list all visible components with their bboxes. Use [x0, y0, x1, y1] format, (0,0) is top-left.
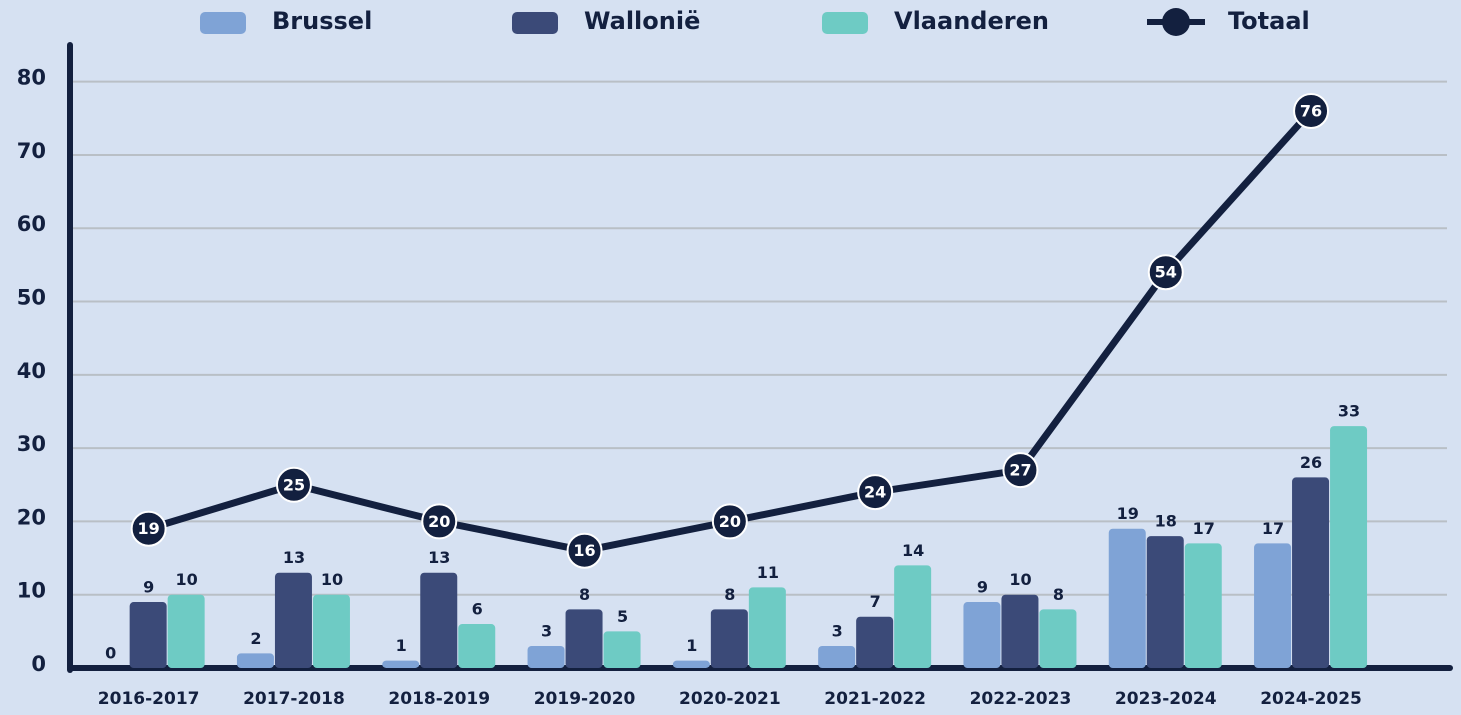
- line-value-label: 20: [719, 512, 741, 531]
- bar-value-label: 9: [977, 578, 988, 597]
- line-marker: [1147, 254, 1184, 291]
- x-tick-label: 2023-2024: [1115, 689, 1217, 709]
- bar: [312, 594, 350, 668]
- bar: [1039, 609, 1077, 668]
- bar-value-label: 5: [617, 607, 628, 626]
- legend-marker: [1162, 8, 1190, 36]
- bar-value-label: 10: [176, 570, 198, 589]
- bar: [382, 660, 420, 668]
- bar-value-label: 18: [1155, 512, 1177, 531]
- line-marker: [566, 532, 603, 569]
- bar: [672, 660, 710, 668]
- bar-value-label: 17: [1193, 519, 1215, 538]
- x-tick-label: 2018-2019: [388, 689, 490, 709]
- bar: [894, 565, 932, 668]
- bar: [1146, 536, 1184, 668]
- bar: [710, 609, 748, 668]
- legend-swatch: [512, 12, 558, 34]
- bar: [818, 646, 856, 668]
- line-value-label: 20: [428, 512, 450, 531]
- y-tick-label: 80: [17, 66, 46, 90]
- bar: [1108, 528, 1146, 668]
- legend-swatch: [822, 12, 868, 34]
- x-tick-label: 2022-2023: [970, 689, 1072, 709]
- bar-value-label: 0: [105, 644, 116, 663]
- bar: [167, 594, 205, 668]
- bar: [527, 646, 565, 668]
- y-tick-label: 50: [17, 286, 46, 310]
- bar-value-label: 8: [724, 585, 735, 604]
- bar-value-label: 3: [541, 622, 552, 641]
- bar-value-label: 10: [1009, 570, 1031, 589]
- bar-value-label: 8: [579, 585, 590, 604]
- line-marker: [1002, 452, 1039, 489]
- bar-value-label: 26: [1300, 453, 1322, 472]
- y-tick-label: 70: [17, 139, 46, 163]
- bar: [420, 572, 458, 668]
- legend-swatch: [200, 12, 246, 34]
- bar: [236, 653, 274, 668]
- bar-value-label: 10: [321, 570, 343, 589]
- bar-value-label: 1: [686, 636, 697, 655]
- bar: [856, 616, 894, 668]
- line-marker: [711, 503, 748, 540]
- x-tick-label: 2020-2021: [679, 689, 781, 709]
- x-tick-label: 2024-2025: [1260, 689, 1362, 709]
- bar: [603, 631, 641, 668]
- bar: [1254, 543, 1292, 668]
- bar: [274, 572, 312, 668]
- line-value-label: 25: [283, 475, 305, 494]
- line-value-label: 54: [1155, 263, 1177, 282]
- line-value-label: 27: [1009, 461, 1031, 480]
- line: [147, 108, 1314, 555]
- line-value-label: 16: [573, 541, 595, 560]
- bar-value-label: 13: [283, 548, 305, 567]
- bar-value-label: 17: [1262, 519, 1284, 538]
- bar-value-label: 11: [757, 563, 779, 582]
- bar: [748, 587, 786, 668]
- legend-label: Brussel: [272, 7, 372, 35]
- line-value-label: 24: [864, 483, 886, 502]
- bar-value-label: 1: [396, 636, 407, 655]
- legend-label: Vlaanderen: [894, 7, 1049, 35]
- y-tick-label: 60: [17, 212, 46, 236]
- bar: [963, 602, 1001, 668]
- y-tick-label: 0: [31, 652, 46, 676]
- bar-value-label: 2: [250, 629, 261, 648]
- y-tick-label: 30: [17, 432, 46, 456]
- line-marker: [1293, 92, 1330, 129]
- x-tick-label: 2017-2018: [243, 689, 345, 709]
- line-value-label: 19: [138, 519, 160, 538]
- line-value-label: 76: [1300, 101, 1322, 120]
- bar: [129, 602, 167, 668]
- legend-label: Totaal: [1228, 7, 1310, 35]
- line-marker: [421, 503, 458, 540]
- line-marker: [857, 474, 894, 511]
- bar: [1001, 594, 1039, 668]
- bar-value-label: 14: [902, 541, 924, 560]
- bar: [458, 624, 496, 668]
- bar-value-label: 3: [832, 622, 843, 641]
- bar-value-label: 6: [472, 600, 483, 619]
- bar-value-label: 8: [1053, 585, 1064, 604]
- x-tick-label: 2019-2020: [534, 689, 636, 709]
- y-tick-label: 40: [17, 359, 46, 383]
- bar: [1184, 543, 1222, 668]
- line-marker: [275, 466, 312, 503]
- bar-value-label: 33: [1338, 402, 1360, 421]
- legend-label: Wallonië: [584, 7, 700, 35]
- y-tick-label: 10: [17, 579, 46, 603]
- bar-value-label: 7: [870, 592, 881, 611]
- x-tick-label: 2016-2017: [98, 689, 200, 709]
- bar: [1330, 426, 1368, 668]
- bar-value-label: 13: [428, 548, 450, 567]
- bar: [565, 609, 603, 668]
- bar-value-label: 9: [143, 578, 154, 597]
- bar-value-label: 19: [1117, 504, 1139, 523]
- line-marker: [130, 510, 167, 547]
- bar: [1292, 477, 1330, 668]
- x-tick-label: 2021-2022: [824, 689, 926, 709]
- y-tick-label: 20: [17, 505, 46, 529]
